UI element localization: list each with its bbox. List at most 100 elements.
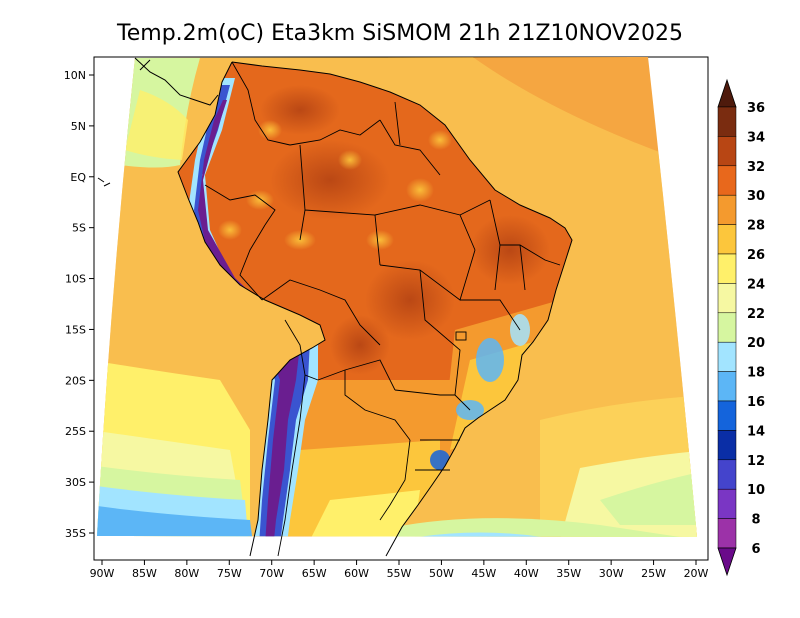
lon-tick-label: 80W bbox=[174, 567, 199, 580]
ocean-band-warm-north-west bbox=[125, 90, 188, 160]
central-america-coast bbox=[134, 57, 219, 106]
map-title: Temp.2m(oC) Eta3km SiSMOM 21h 21Z10NOV20… bbox=[116, 21, 683, 46]
lon-tick-label: 55W bbox=[387, 567, 412, 580]
warm-spot-6 bbox=[366, 230, 394, 250]
colorbar-label: 28 bbox=[747, 219, 765, 234]
border-venezuela-brazil bbox=[289, 119, 381, 146]
warm-spot-8 bbox=[428, 130, 452, 150]
lon-tick-label: 60W bbox=[344, 567, 369, 580]
colorbar-label: 26 bbox=[747, 248, 765, 263]
colorbar-label: 30 bbox=[747, 189, 765, 204]
border-peru-brazil bbox=[239, 224, 266, 301]
lat-tick-label: 5N bbox=[71, 120, 86, 133]
colorbar-band bbox=[717, 136, 737, 167]
colorbar-band bbox=[717, 194, 737, 225]
lon-tick-label: 35W bbox=[556, 567, 581, 580]
colorbar-band bbox=[717, 430, 737, 461]
lat-tick-label: 25S bbox=[65, 425, 86, 438]
border-venezuela-colombia bbox=[231, 61, 291, 146]
highland-spot-1 bbox=[476, 338, 504, 382]
lat-tick-label: 15S bbox=[65, 323, 86, 336]
border-guianas bbox=[379, 101, 441, 176]
lat-tick-label: 10S bbox=[65, 273, 86, 286]
border-bolivia-paraguay bbox=[317, 359, 396, 391]
lon-tick-label: 70W bbox=[259, 567, 284, 580]
longitude-axis: 90W 85W 80W 75W 70W 65W 60W 55W 50W 45W 40W 35W 30W 2… bbox=[90, 560, 709, 580]
colorbar-label: 14 bbox=[747, 424, 765, 439]
colorbar-band bbox=[717, 283, 737, 314]
lon-tick-label: 20W bbox=[684, 567, 709, 580]
border-argentina-chile bbox=[277, 374, 306, 557]
colorbar-band bbox=[717, 312, 737, 343]
lon-tick-label: 30W bbox=[599, 567, 624, 580]
ocean-band-22-south bbox=[390, 518, 697, 537]
colorbar-band bbox=[717, 371, 737, 402]
colorbar-label: 34 bbox=[747, 130, 765, 145]
hot-core-center bbox=[365, 260, 455, 340]
colorbar-label: 12 bbox=[747, 454, 765, 469]
colorbar-band bbox=[717, 253, 737, 284]
lon-tick-label: 75W bbox=[217, 567, 242, 580]
colorbar-band bbox=[717, 341, 737, 372]
brazil-state-lines-north bbox=[299, 144, 491, 266]
ocean-band-14-west bbox=[160, 540, 255, 560]
lat-tick-label: 30S bbox=[65, 476, 86, 489]
colorbar-band bbox=[717, 400, 737, 431]
warm-spot-5 bbox=[258, 120, 282, 140]
colorbar-label: 18 bbox=[747, 366, 765, 381]
lon-tick-label: 40W bbox=[514, 567, 539, 580]
border-brazil-bolivia bbox=[261, 279, 381, 346]
coastline-west bbox=[177, 61, 326, 557]
coastline bbox=[231, 61, 573, 557]
political-borders bbox=[204, 61, 561, 557]
ocean-band-20-east bbox=[600, 470, 697, 525]
ocean-band-16-west bbox=[97, 505, 255, 537]
colorbar-label: 32 bbox=[747, 160, 765, 175]
warm-spot-4 bbox=[406, 178, 434, 202]
colorbar-top-arrow bbox=[717, 78, 737, 108]
colorbar-band bbox=[717, 459, 737, 490]
hot-core-amazon bbox=[270, 140, 390, 220]
lon-tick-label: 85W bbox=[132, 567, 157, 580]
warm-spot-7 bbox=[218, 220, 242, 240]
lat-tick-label: 20S bbox=[65, 374, 86, 387]
lon-tick-label: 50W bbox=[429, 567, 454, 580]
brazil-state-lines-center bbox=[379, 249, 521, 396]
border-colombia-peru bbox=[204, 184, 276, 226]
colorbar: 36 34 32 30 28 26 24 22 20 18 16 14 12 10 8 6 bbox=[717, 78, 765, 577]
warm-spot-3 bbox=[338, 150, 362, 170]
federal-district bbox=[455, 331, 467, 341]
colorbar-label: 10 bbox=[747, 483, 765, 498]
colorbar-band bbox=[717, 106, 737, 137]
lon-tick-label: 90W bbox=[90, 567, 115, 580]
lat-tick-label: 10N bbox=[64, 69, 86, 82]
galapagos-islands bbox=[97, 177, 111, 187]
lat-tick-label: EQ bbox=[70, 171, 86, 184]
colorbar-label: 24 bbox=[747, 277, 765, 292]
colorbar-label: 20 bbox=[747, 336, 765, 351]
brazil-state-lines-northeast bbox=[489, 199, 561, 291]
warm-spot-1 bbox=[246, 190, 274, 210]
hot-core-chaco bbox=[330, 315, 390, 375]
land-south-24 bbox=[300, 490, 420, 537]
colorbar-label: 6 bbox=[751, 542, 760, 557]
lat-tick-label: 5S bbox=[72, 222, 86, 235]
lon-tick-label: 65W bbox=[302, 567, 327, 580]
andes-band-8 bbox=[198, 100, 300, 537]
model-domain bbox=[97, 57, 697, 560]
colorbar-label: 36 bbox=[747, 101, 765, 116]
lat-tick-label: 35S bbox=[65, 527, 86, 540]
colorbar-band bbox=[717, 165, 737, 196]
hot-core-northeast bbox=[470, 215, 550, 285]
lon-tick-label: 45W bbox=[471, 567, 496, 580]
colorbar-label: 16 bbox=[747, 395, 765, 410]
border-bolivia-chile bbox=[284, 319, 319, 381]
brazil-state-lines-south bbox=[394, 389, 471, 471]
colorbar-label: 22 bbox=[747, 307, 765, 322]
ocean-band-20-south bbox=[400, 532, 560, 537]
colorbar-band bbox=[717, 518, 737, 549]
lon-tick-label: 25W bbox=[641, 567, 666, 580]
colorbar-label: 8 bbox=[751, 513, 760, 528]
border-paraguay-argentina bbox=[344, 370, 411, 441]
